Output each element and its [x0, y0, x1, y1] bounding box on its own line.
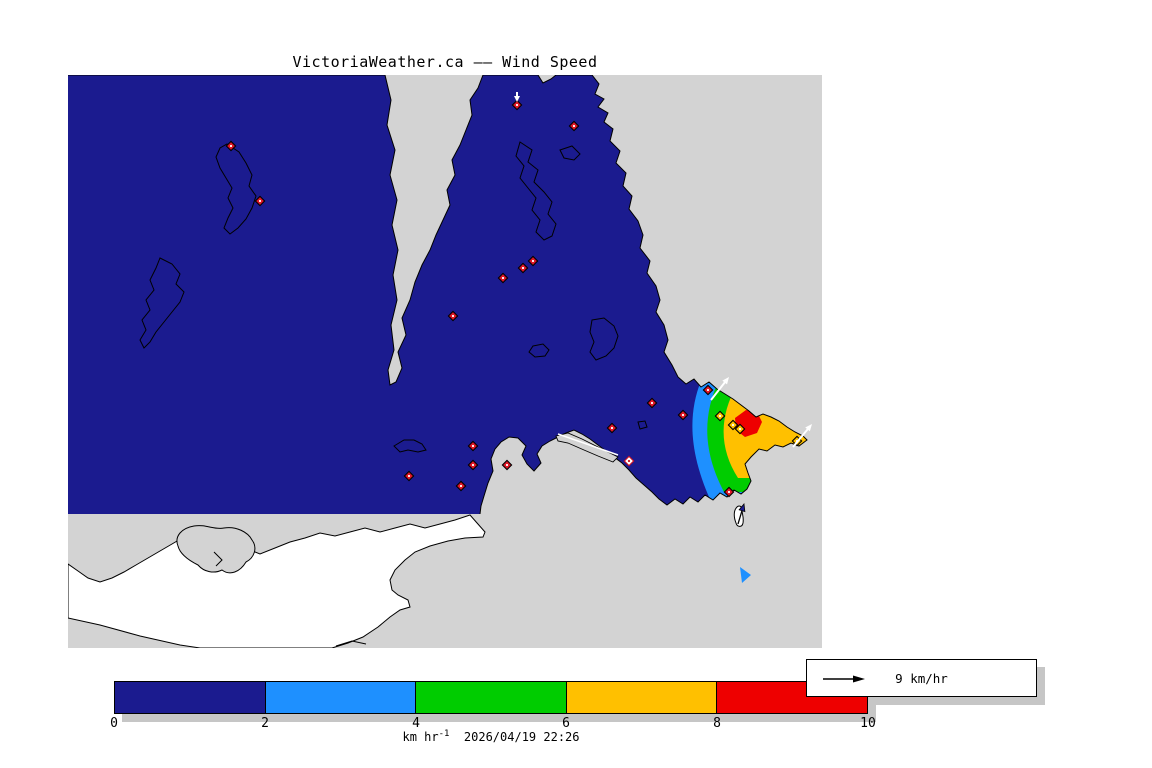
station-marker — [727, 419, 739, 431]
reference-wind-label: 9 km/hr — [895, 670, 948, 686]
station-marker — [677, 409, 689, 421]
lagoon-water — [555, 432, 619, 463]
lake-outlines — [139, 141, 648, 453]
station-marker — [501, 459, 513, 471]
colorbar-segment — [115, 682, 266, 713]
offmap-bay — [176, 525, 256, 574]
colorbar-tick: 0 — [110, 716, 118, 731]
colorbar-tick: 2 — [261, 716, 269, 731]
station-marker — [225, 140, 237, 152]
offmap-land — [67, 514, 486, 649]
station-marker — [714, 410, 726, 422]
colorbar-tick: 8 — [713, 716, 721, 731]
station-marker — [511, 99, 523, 111]
colorbar-segment — [265, 682, 417, 713]
station-marker — [702, 384, 714, 396]
wind-arrow — [792, 424, 812, 448]
station-marker — [606, 422, 618, 434]
contour-fragment — [740, 567, 751, 583]
station-marker — [517, 262, 529, 274]
station-marker — [497, 272, 509, 284]
wind-arrow — [737, 503, 746, 525]
wind-field-region — [68, 75, 807, 514]
station-marker — [447, 310, 459, 322]
reference-arrow-icon — [823, 675, 865, 683]
wind-speed-map — [67, 74, 822, 649]
datetime-label: 2026/04/19 22:26 — [463, 730, 580, 744]
offmap-coast-detail — [335, 640, 367, 647]
colorbar-tick: 10 — [860, 716, 876, 731]
wind-arrow — [710, 377, 729, 401]
unit-exponent: -1 — [438, 729, 450, 739]
wind-arrow — [514, 92, 520, 102]
station-marker — [403, 470, 415, 482]
wind-legend: 9 km/hr — [806, 659, 1037, 697]
caption-gap — [449, 730, 463, 744]
coastline — [68, 74, 808, 515]
station-marker — [734, 423, 746, 435]
colorbar-tick: 6 — [562, 716, 570, 731]
unit-label: km hr — [402, 730, 439, 744]
lagoon-spit-highlight — [557, 433, 619, 456]
station-marker — [646, 397, 658, 409]
colorbar-segment — [566, 682, 718, 713]
offmap-bay-hook — [213, 551, 223, 567]
colorbar-caption: km hr-1 2026/04/19 22:26 — [114, 729, 868, 744]
station-marker — [723, 486, 735, 498]
wind-arrows — [514, 92, 812, 525]
station-marker — [467, 459, 479, 471]
station-marker — [568, 120, 580, 132]
colorbar — [114, 681, 868, 714]
station-marker — [455, 480, 467, 492]
colorbar-tick: 4 — [412, 716, 420, 731]
station-marker — [527, 255, 539, 267]
station-marker — [254, 195, 266, 207]
station-marker — [623, 455, 635, 467]
station-markers — [225, 99, 803, 498]
colorbar-ticks: 0 2 4 6 8 10 — [110, 716, 876, 732]
map-canvas — [67, 74, 822, 649]
station-marker — [467, 440, 479, 452]
colorbar-segment — [416, 682, 567, 713]
page-title: VictoriaWeather.ca —— Wind Speed — [292, 53, 598, 71]
